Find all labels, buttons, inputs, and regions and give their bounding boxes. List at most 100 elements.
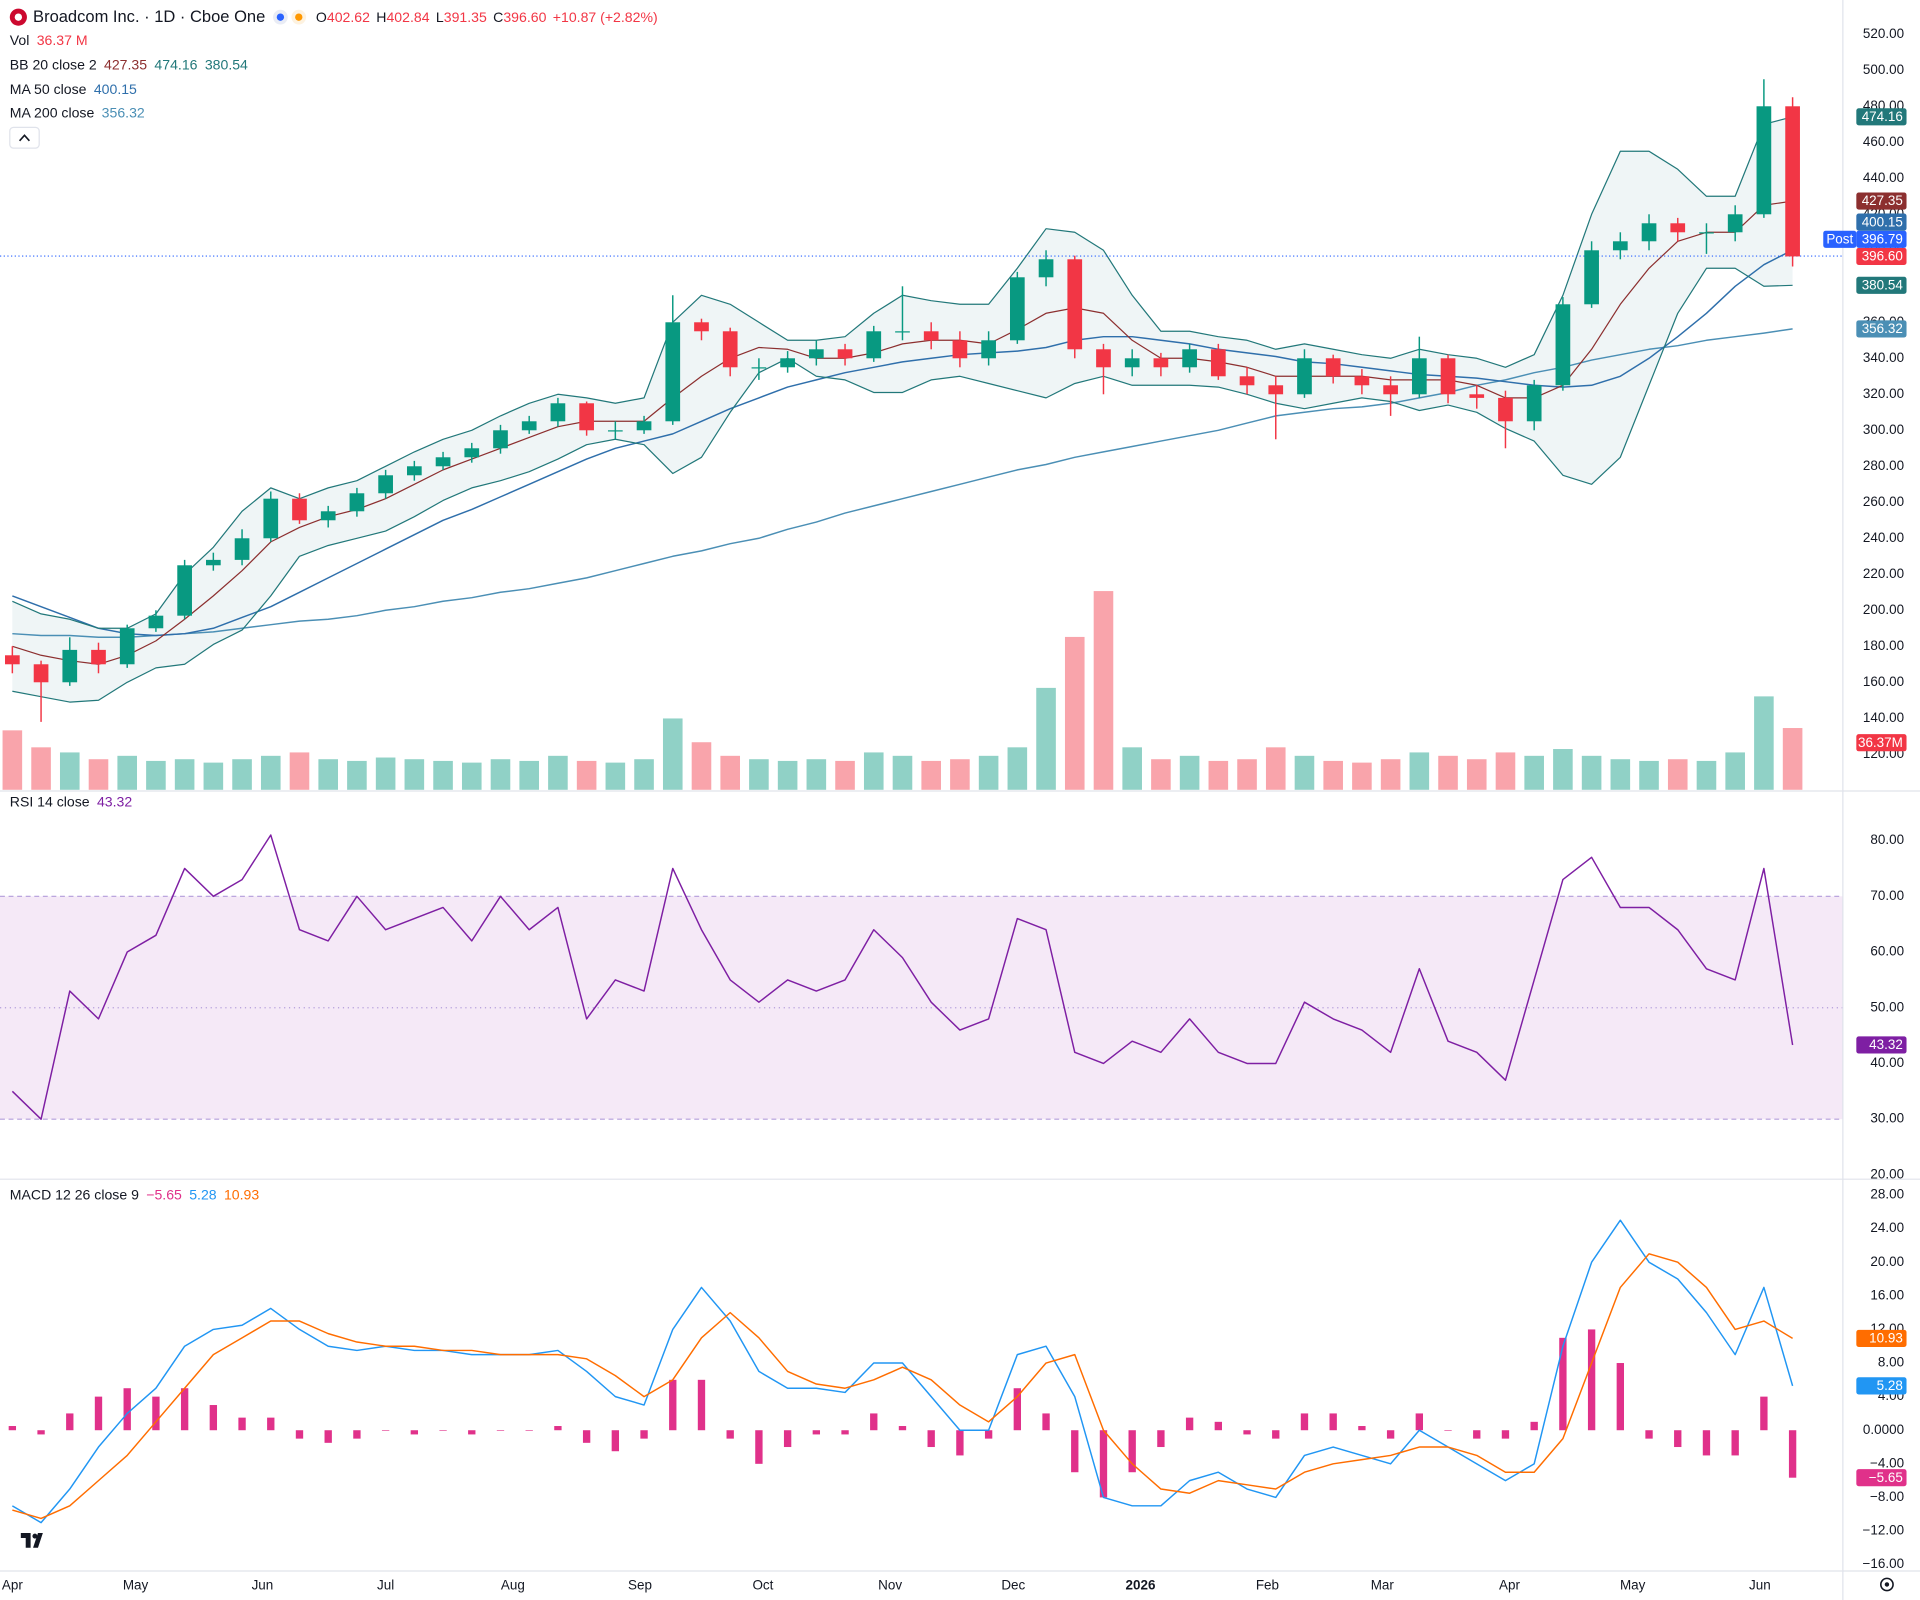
ma-legend[interactable]: MA 50 close 400.15 xyxy=(10,81,137,97)
candle-body xyxy=(1210,349,1226,377)
volume-bar xyxy=(720,755,740,790)
signal-line xyxy=(12,1253,1793,1520)
volume-bar xyxy=(749,759,769,790)
candle-body xyxy=(1325,358,1341,377)
macd-histogram-bar xyxy=(726,1430,734,1439)
volume-bar xyxy=(347,760,367,790)
x-tick-label: Apr xyxy=(1499,1577,1520,1592)
volume-bar xyxy=(1380,759,1401,790)
price-axis-pill: 400.15 xyxy=(1856,213,1907,231)
volume-bar xyxy=(1438,755,1458,790)
rsi-axis-pill: 43.32 xyxy=(1856,1036,1907,1054)
macd-histogram-bar xyxy=(123,1388,131,1431)
volume-bar xyxy=(375,757,396,790)
price-pill-label: 356.32 xyxy=(1862,321,1903,336)
volume-bar xyxy=(835,760,855,790)
ma-legend[interactable]: MA 200 close 356.32 xyxy=(10,104,145,120)
volume-bar xyxy=(1581,755,1602,790)
ohlc-value: 391.35 xyxy=(444,8,487,24)
ohlc-legend: O402.62 H402.84 L391.35 C396.60 +10.87 (… xyxy=(316,8,658,24)
macd-histogram-bar xyxy=(1559,1337,1567,1431)
price-axis-pill: 427.35 xyxy=(1856,192,1907,210)
candle-body xyxy=(1526,385,1542,422)
volume-bar xyxy=(174,759,195,790)
macd-histogram-bar xyxy=(439,1430,447,1431)
legend-name: MACD 12 26 close 9 xyxy=(10,1186,139,1202)
candle-body xyxy=(205,559,221,566)
candle-body xyxy=(1498,397,1513,422)
legend-value: 380.54 xyxy=(205,56,248,72)
volume-legend[interactable]: Vol 36.37 M xyxy=(10,32,88,48)
volume-bar xyxy=(318,759,338,790)
legend-value: 356.32 xyxy=(102,104,145,120)
candle-body xyxy=(1268,385,1284,395)
price-axis-pill: 396.79 xyxy=(1856,230,1907,248)
volume-bar xyxy=(1208,760,1229,790)
candle-body xyxy=(234,538,250,560)
candle-body xyxy=(1096,349,1111,368)
price-pill xyxy=(1856,320,1907,338)
macd-histogram-bar xyxy=(755,1430,763,1464)
candle-body xyxy=(808,349,824,359)
macd-histogram-bar xyxy=(353,1430,361,1439)
candle-body xyxy=(1727,214,1743,233)
volume-bar xyxy=(31,747,51,790)
macd-histogram-bar xyxy=(984,1430,993,1439)
macd-histogram-bar xyxy=(783,1430,792,1448)
price-pill-label: 474.16 xyxy=(1862,109,1903,124)
candle-body xyxy=(177,565,192,616)
volume-bar xyxy=(2,730,23,790)
y-tick-label: 30.00 xyxy=(1870,1111,1904,1126)
y-tick-label: 80.00 xyxy=(1870,832,1904,847)
volume-bar xyxy=(1237,759,1257,790)
volume-bar xyxy=(1696,760,1717,790)
candle-body xyxy=(263,498,279,539)
price-pill xyxy=(1856,247,1907,265)
macd-histogram-bar xyxy=(496,1430,505,1431)
y-tick-label: 16.00 xyxy=(1870,1287,1904,1302)
settings-button[interactable] xyxy=(1880,1577,1894,1592)
collapse-legend-button[interactable] xyxy=(9,126,40,149)
price-axis-pill: 356.32 xyxy=(1856,320,1907,338)
macd-axis-pill: 10.93 xyxy=(1856,1329,1907,1347)
volume-bar xyxy=(806,759,827,790)
volume-bar xyxy=(146,760,166,790)
candle-body xyxy=(1641,223,1657,242)
volume-bar xyxy=(978,755,999,790)
y-tick-label: −8.00 xyxy=(1870,1489,1904,1504)
candle-body xyxy=(1239,376,1255,386)
volume-bar xyxy=(777,760,798,790)
price-pill xyxy=(1856,1469,1907,1487)
macd-histogram-bar xyxy=(1099,1430,1108,1498)
legend-value: 10.93 xyxy=(224,1186,259,1202)
volume-bar xyxy=(203,762,224,790)
bb-legend[interactable]: BB 20 close 2 427.35 474.16 380.54 xyxy=(10,56,248,72)
ohlc-label: L xyxy=(436,8,444,24)
macd-histogram-bar xyxy=(468,1430,476,1435)
macd-histogram-bar xyxy=(324,1430,332,1443)
candle-body xyxy=(148,615,164,629)
macd-histogram-bar xyxy=(381,1430,390,1431)
candle-body xyxy=(1009,277,1025,341)
volume-bar xyxy=(519,760,539,790)
volume-bar xyxy=(1323,760,1343,790)
rsi-legend[interactable]: RSI 14 close 43.32 xyxy=(10,793,133,809)
macd-line xyxy=(11,1219,1794,1524)
candle-body xyxy=(292,498,307,521)
tradingview-logo[interactable] xyxy=(17,1530,47,1551)
price-pill-label: 396.60 xyxy=(1862,249,1903,264)
macd-histogram-bar xyxy=(1300,1413,1309,1431)
y-tick-label: −16.00 xyxy=(1863,1556,1905,1571)
macd-histogram-bar xyxy=(1530,1421,1538,1431)
candle-body xyxy=(406,466,422,476)
candle-body xyxy=(349,493,365,512)
volume-bar xyxy=(1093,591,1114,790)
symbol-title[interactable]: Broadcom Inc. · 1D · Cboe One xyxy=(33,7,265,26)
price-pill xyxy=(1856,734,1907,752)
macd-legend[interactable]: MACD 12 26 close 9 −5.65 5.28 10.93 xyxy=(10,1186,260,1202)
macd-histogram-bar xyxy=(37,1430,45,1435)
macd-histogram-bar xyxy=(1243,1430,1251,1435)
candle-body xyxy=(119,628,135,665)
volume-bar xyxy=(433,760,453,790)
